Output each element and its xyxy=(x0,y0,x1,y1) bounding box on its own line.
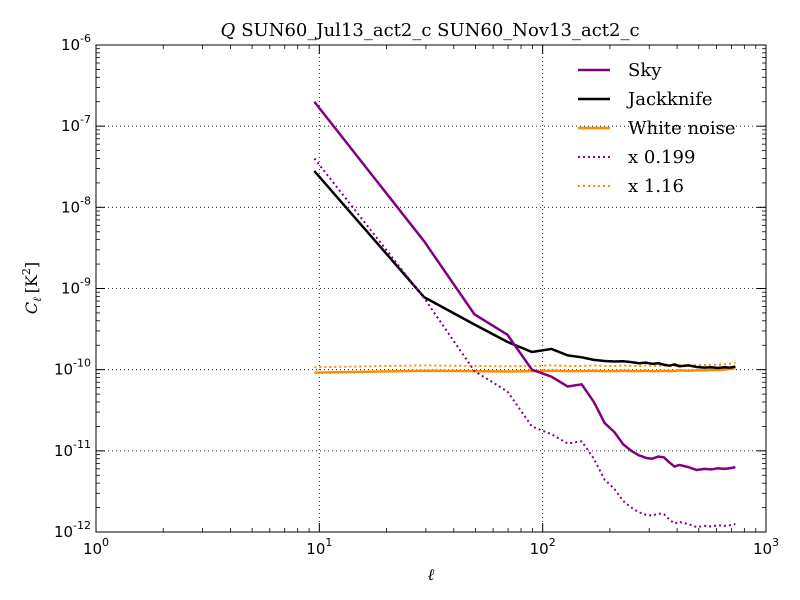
legend-label: Jackknife xyxy=(626,89,713,110)
ticks xyxy=(95,44,767,533)
series-line-x-0-199 xyxy=(313,157,736,529)
title-symbol: Q xyxy=(220,20,235,41)
y-tick-label: 10-11 xyxy=(54,438,91,460)
legend-label: x 0.199 xyxy=(628,147,695,168)
series-layer xyxy=(313,100,736,529)
y-axis-label-units: [K xyxy=(22,274,41,293)
title-text: SUN60_Jul13_act2_c SUN60_Nov13_act2_c xyxy=(241,20,639,41)
y-axis-label-close: ] xyxy=(22,262,41,268)
x-tick-label: 101 xyxy=(306,536,332,558)
y-tick-label: 10-7 xyxy=(61,113,91,135)
series-line-white-noise xyxy=(314,367,736,374)
y-tick-label: 10-10 xyxy=(54,357,91,379)
x-tick-labels: 100 101 102 103 xyxy=(83,536,779,558)
y-tick-label: 10-8 xyxy=(61,194,91,216)
y-tick-label: 10-9 xyxy=(61,276,91,298)
y-tick-labels: 10-12 10-11 10-10 10-9 10-8 10-7 10-6 xyxy=(54,32,91,541)
x-axis-label: ℓ xyxy=(428,565,435,584)
legend-label: x 1.16 xyxy=(628,176,684,197)
x-tick-label: 102 xyxy=(530,536,556,558)
series-line-sky xyxy=(313,100,736,472)
x-tick-label: 103 xyxy=(753,536,779,558)
legend-label: Sky xyxy=(628,60,662,81)
series-line-x-1-16 xyxy=(314,361,736,369)
y-axis-label: Cℓ [K2] xyxy=(20,262,44,314)
legend-label: White noise xyxy=(628,118,736,139)
x-tick-label: 100 xyxy=(83,536,109,558)
y-axis-label-unit-sup: 2 xyxy=(20,268,33,275)
y-tick-label: 10-12 xyxy=(54,519,91,541)
series-line-jackknife xyxy=(313,170,736,370)
chart-title: Q SUN60_Jul13_act2_c SUN60_Nov13_act2_c xyxy=(220,20,639,41)
legend: Sky Jackknife White noise x 0.199 x 1.16 xyxy=(578,60,736,197)
y-axis-label-sub: ℓ xyxy=(31,297,44,302)
y-axis-label-c: C xyxy=(22,302,41,314)
y-tick-label: 10-6 xyxy=(61,32,91,54)
